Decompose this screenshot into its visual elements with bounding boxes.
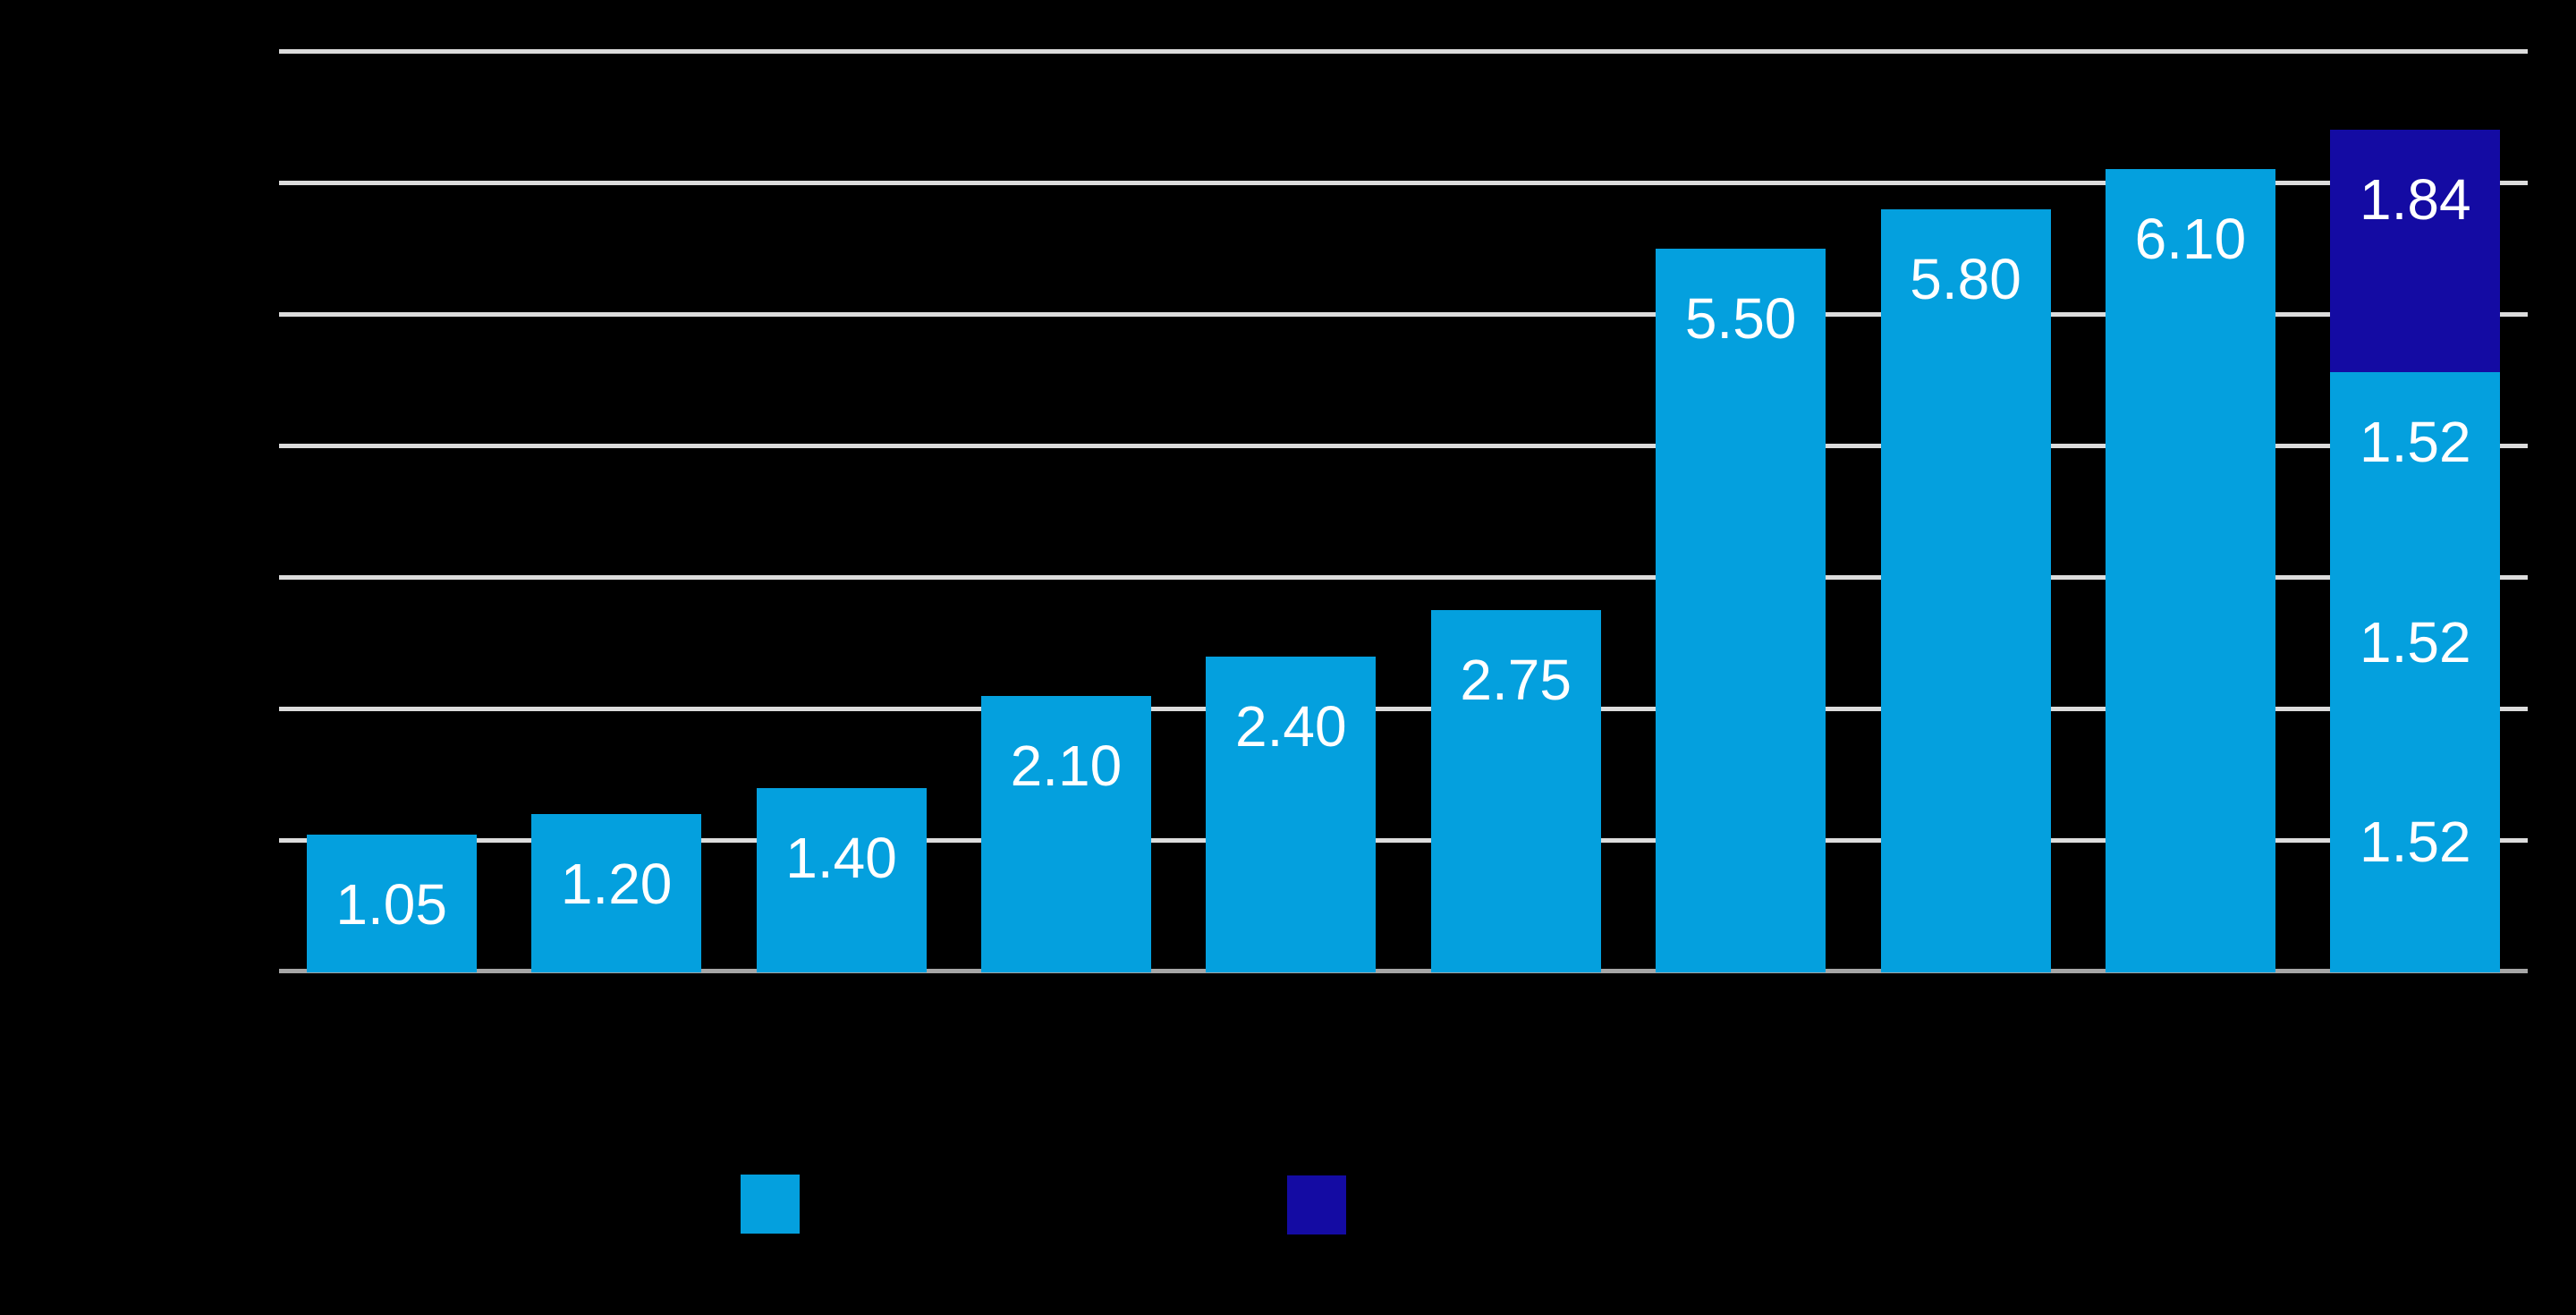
gridline: [279, 838, 2528, 844]
gridline: [279, 48, 2528, 54]
bar: 1.52 1.52 1.52 1.84: [2330, 130, 2501, 972]
gridline: [279, 180, 2528, 185]
x-axis-line: [279, 969, 2528, 973]
bar-value-label: 2.10: [1010, 734, 1123, 798]
bar: 1.40: [756, 788, 927, 972]
bar-value-label: 2.75: [1460, 648, 1572, 713]
bar-segment: 2.40: [1206, 656, 1377, 972]
bar-value-label: 1.84: [2360, 167, 2471, 233]
bar: 2.75: [1430, 610, 1601, 972]
bar-segment: 5.80: [1880, 208, 2051, 972]
bar-segment: 1.05: [306, 834, 477, 972]
bar-segment: 1.52: [2330, 572, 2501, 773]
bar-value-label: 6.10: [2134, 207, 2247, 272]
gridline: [279, 575, 2528, 581]
bar-segment: 6.10: [2105, 169, 2275, 972]
bar-value-label: 1.52: [2360, 810, 2471, 875]
gridline: [279, 707, 2528, 712]
legend-swatch-light-blue: [741, 1175, 800, 1234]
bar-value-label: 1.05: [335, 871, 447, 937]
bar-value-label: 1.40: [785, 826, 897, 890]
bar-value-label: 1.52: [2360, 609, 2471, 674]
bar-segment: 2.75: [1430, 610, 1601, 972]
bar-value-label: 5.50: [1684, 285, 1797, 351]
bar-segment: 1.84: [2330, 130, 2501, 373]
bar-segment: 5.50: [1656, 248, 1826, 972]
bar-value-label: 1.52: [2360, 410, 2471, 475]
gridline: [279, 311, 2528, 317]
bar: 6.10: [2105, 169, 2275, 972]
bar: 2.10: [980, 696, 1151, 972]
bar: 1.20: [531, 814, 702, 972]
bar: 2.40: [1206, 656, 1377, 972]
bar-segment: 2.10: [980, 696, 1151, 972]
bar-segment: 1.52: [2330, 372, 2501, 573]
bar-segment: 1.40: [756, 788, 927, 972]
bar-segment: 1.20: [531, 814, 702, 972]
bar-segment: 1.52: [2330, 772, 2501, 972]
bar-value-label: 1.20: [560, 852, 673, 917]
bar: 5.80: [1880, 208, 2051, 972]
bar-value-label: 2.40: [1235, 693, 1347, 759]
bar-value-label: 5.80: [1910, 246, 2021, 311]
bar: 5.50: [1656, 248, 1826, 972]
legend-swatch-dark-blue: [1287, 1175, 1346, 1234]
gridline: [279, 443, 2528, 448]
bar: 1.05: [306, 834, 477, 972]
